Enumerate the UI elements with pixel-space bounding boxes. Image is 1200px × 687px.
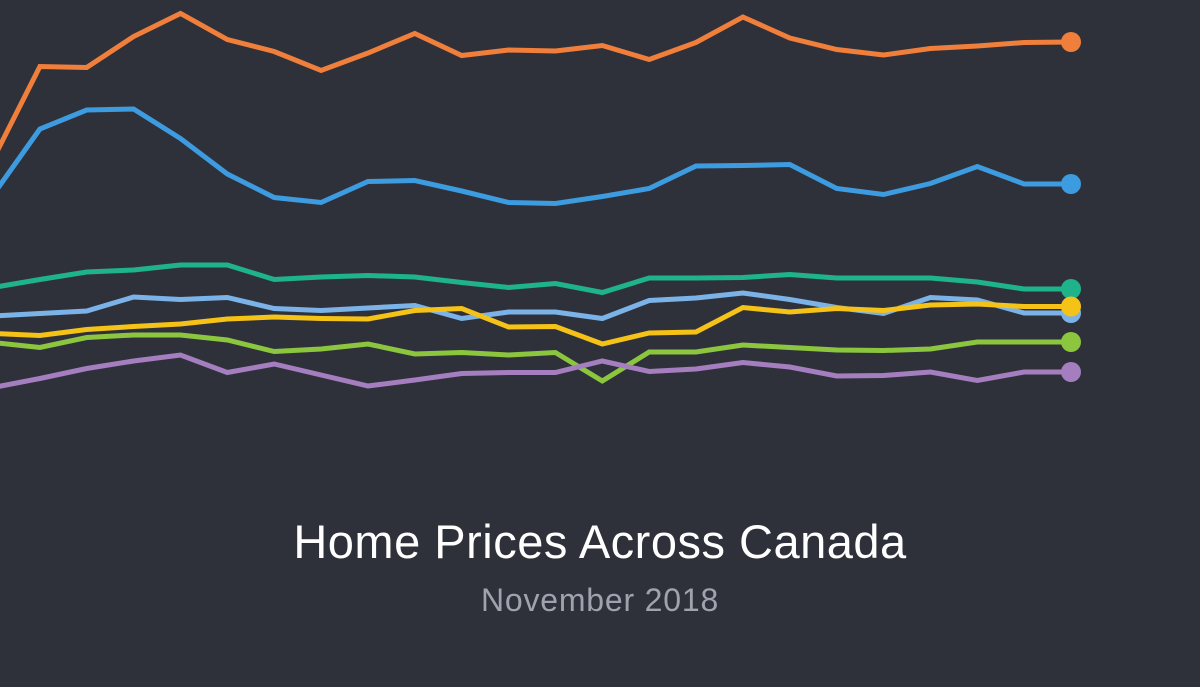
chart-title: Home Prices Across Canada <box>293 515 907 568</box>
series-end-marker-7 <box>1061 362 1081 382</box>
series-line-2 <box>0 106 1071 207</box>
line-chart <box>0 10 1081 389</box>
series-line-6 <box>0 332 1071 384</box>
series-end-marker-5 <box>1061 296 1081 317</box>
series-end-marker-3 <box>1061 279 1081 299</box>
series-end-marker-2 <box>1061 174 1081 194</box>
series-end-marker-6 <box>1061 332 1081 352</box>
series-line-5 <box>0 301 1071 347</box>
chart-subtitle: November 2018 <box>480 582 720 618</box>
series-end-marker-1 <box>1061 32 1081 52</box>
series-line-1 <box>0 10 1072 152</box>
series-line-3 <box>0 262 1071 296</box>
series-line-7 <box>0 352 1071 389</box>
